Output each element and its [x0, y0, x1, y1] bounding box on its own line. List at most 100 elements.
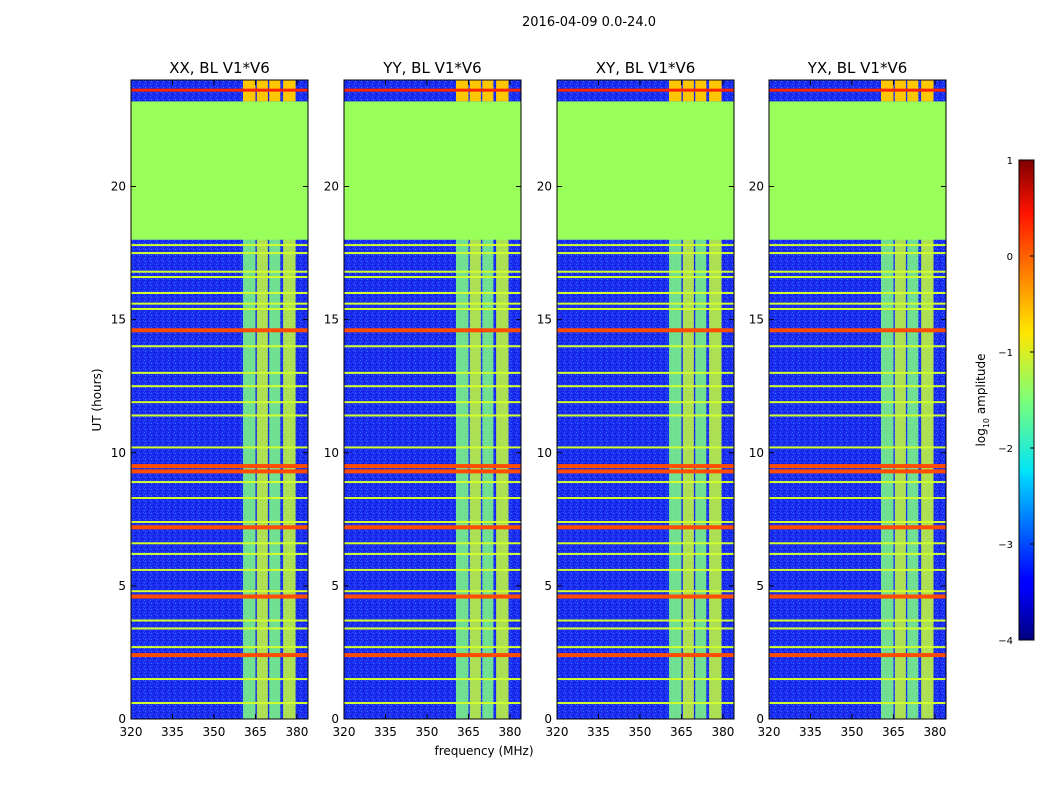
rfi-line — [344, 385, 521, 388]
rfi-line — [344, 401, 521, 404]
rfi-line — [131, 469, 308, 474]
rfi-line — [344, 371, 521, 374]
rfi-line — [131, 401, 308, 404]
freq-band — [256, 80, 268, 719]
rfi-line — [344, 292, 521, 294]
freq-band — [907, 80, 919, 719]
rfi-line — [769, 590, 946, 593]
rfi-line — [769, 328, 946, 333]
rfi-line — [131, 520, 308, 523]
rfi-line — [131, 446, 308, 449]
rfi-line — [557, 619, 734, 622]
colorbar: 10−1−2−3−4 log10 amplitude — [974, 156, 1035, 647]
rfi-line — [131, 345, 308, 348]
rfi-line — [344, 594, 521, 599]
rfi-line — [557, 252, 734, 255]
x-tick-label: 320 — [546, 725, 569, 739]
flagged-block — [769, 101, 946, 240]
y-tick-label: 10 — [537, 446, 552, 460]
colorbar-tick-label: 0 — [1007, 252, 1013, 263]
panel-frame — [556, 79, 735, 720]
rfi-line — [557, 469, 734, 474]
rfi-line — [131, 276, 308, 279]
panel-plot-area — [557, 80, 734, 719]
panel-plot-area — [344, 80, 521, 719]
colorbar-tick-label: 1 — [1007, 156, 1013, 167]
y-tick-label: 5 — [331, 579, 339, 593]
rfi-line — [557, 345, 734, 348]
rfi-line — [344, 542, 521, 545]
rfi-line — [131, 590, 308, 593]
y-tick-label: 15 — [749, 313, 764, 327]
panel-frame — [768, 79, 947, 720]
rfi-line — [344, 464, 521, 469]
rfi-line — [557, 270, 734, 273]
rfi-line — [344, 252, 521, 255]
panel-title: XX, BL V1*V6 — [169, 59, 270, 77]
y-tick-label: 5 — [544, 579, 552, 593]
rfi-line — [557, 568, 734, 571]
rfi-line — [344, 328, 521, 333]
colorbar-tick-label: −1 — [998, 348, 1013, 359]
rfi-line — [344, 414, 521, 417]
x-tick-label: 320 — [333, 725, 356, 739]
top-strip-line — [769, 88, 946, 92]
rfi-line — [769, 594, 946, 599]
rfi-line — [344, 302, 521, 305]
rfi-line — [131, 328, 308, 333]
y-tick-label: 5 — [118, 579, 126, 593]
rfi-line — [344, 307, 521, 310]
rfi-line — [769, 401, 946, 404]
x-tick-label: 380 — [923, 725, 946, 739]
rfi-line — [769, 568, 946, 571]
colorbar-label-subscript: 10 — [982, 418, 991, 428]
panel-0: XX, BL V1*V6 320 335 350 365 380 0 5 10 15 20 — [111, 59, 309, 739]
rfi-line — [557, 520, 734, 523]
x-tick-label: 365 — [244, 725, 267, 739]
rfi-line — [344, 244, 521, 247]
rfi-line — [344, 525, 521, 530]
rfi-line — [557, 328, 734, 333]
rfi-line — [131, 702, 308, 705]
rfi-line — [557, 542, 734, 545]
rfi-line — [131, 542, 308, 545]
rfi-line — [769, 542, 946, 545]
rfi-line — [344, 627, 521, 630]
rfi-line — [769, 307, 946, 310]
panel-3: YX, BL V1*V6 320 335 350 365 380 0 5 10 15 20 — [749, 59, 947, 739]
rfi-line — [557, 302, 734, 305]
y-tick-label: 20 — [749, 180, 764, 194]
rfi-line — [769, 702, 946, 705]
rfi-line — [769, 244, 946, 247]
panel-title: YY, BL V1*V6 — [382, 59, 481, 77]
rfi-line — [557, 371, 734, 374]
rfi-line — [131, 464, 308, 469]
rfi-line — [131, 481, 308, 484]
rfi-line — [769, 292, 946, 294]
top-strip-line — [557, 88, 734, 92]
rfi-line — [557, 307, 734, 310]
rfi-line — [344, 481, 521, 484]
rfi-line — [131, 552, 308, 555]
x-tick-label: 365 — [457, 725, 480, 739]
rfi-line — [557, 481, 734, 484]
x-tick-label: 320 — [120, 725, 143, 739]
rfi-line — [769, 302, 946, 305]
panel-1: YY, BL V1*V6 320 335 350 365 380 0 5 10 15 20 — [324, 59, 522, 739]
x-tick-label: 335 — [587, 725, 610, 739]
rfi-line — [131, 568, 308, 571]
x-tick-label: 350 — [841, 725, 864, 739]
rfi-line — [769, 385, 946, 388]
x-tick-label: 335 — [799, 725, 822, 739]
rfi-line — [769, 678, 946, 681]
rfi-line — [344, 619, 521, 622]
panel-title: XY, BL V1*V6 — [596, 59, 696, 77]
rfi-line — [557, 385, 734, 388]
y-tick-label: 10 — [111, 446, 126, 460]
rfi-line — [131, 371, 308, 374]
y-tick-label: 20 — [111, 180, 126, 194]
rfi-line — [769, 619, 946, 622]
rfi-line — [131, 594, 308, 599]
